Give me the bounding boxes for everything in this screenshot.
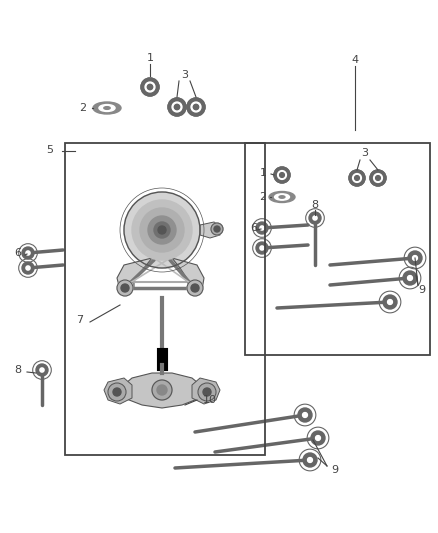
Text: 1: 1 — [146, 53, 153, 63]
Circle shape — [349, 170, 365, 186]
Circle shape — [191, 284, 199, 292]
Ellipse shape — [99, 104, 115, 111]
Bar — [65, 143, 265, 455]
Text: 1: 1 — [259, 168, 266, 178]
Circle shape — [256, 242, 268, 254]
Ellipse shape — [93, 102, 121, 114]
Circle shape — [353, 174, 361, 182]
Circle shape — [407, 276, 413, 280]
Text: 5: 5 — [46, 145, 53, 155]
Circle shape — [187, 98, 205, 116]
Ellipse shape — [275, 194, 290, 200]
Circle shape — [311, 431, 325, 445]
Circle shape — [260, 246, 264, 250]
Text: 9: 9 — [332, 465, 339, 475]
Circle shape — [168, 98, 186, 116]
Circle shape — [355, 175, 360, 180]
Polygon shape — [104, 378, 132, 404]
Circle shape — [408, 251, 422, 265]
Circle shape — [26, 266, 30, 270]
Circle shape — [211, 223, 223, 235]
Circle shape — [22, 247, 34, 259]
Circle shape — [140, 208, 184, 252]
Ellipse shape — [279, 196, 285, 198]
Text: 2: 2 — [259, 192, 267, 202]
Circle shape — [214, 226, 220, 232]
Polygon shape — [120, 373, 204, 408]
Circle shape — [374, 174, 382, 182]
Circle shape — [148, 216, 176, 244]
Polygon shape — [200, 222, 222, 238]
Text: 8: 8 — [311, 200, 318, 210]
Circle shape — [40, 368, 44, 372]
Circle shape — [141, 78, 159, 96]
Circle shape — [370, 170, 386, 186]
Circle shape — [256, 222, 268, 234]
Ellipse shape — [269, 191, 295, 203]
Text: 7: 7 — [77, 315, 84, 325]
Circle shape — [198, 383, 216, 401]
Circle shape — [388, 300, 392, 304]
Circle shape — [174, 104, 180, 110]
Circle shape — [147, 84, 153, 90]
Circle shape — [383, 295, 397, 309]
Circle shape — [193, 104, 199, 110]
Circle shape — [145, 82, 155, 92]
Polygon shape — [172, 258, 204, 292]
Ellipse shape — [104, 107, 110, 109]
Text: 2: 2 — [79, 103, 87, 113]
Circle shape — [413, 255, 417, 261]
Circle shape — [307, 457, 312, 463]
Circle shape — [154, 222, 170, 238]
Circle shape — [187, 280, 203, 296]
Circle shape — [22, 262, 34, 274]
Circle shape — [117, 280, 133, 296]
Text: 4: 4 — [351, 55, 359, 65]
Bar — [245, 143, 430, 355]
Circle shape — [108, 383, 126, 401]
Text: 6: 6 — [14, 248, 21, 258]
Circle shape — [376, 175, 380, 180]
Text: 3: 3 — [361, 148, 368, 158]
Text: 9: 9 — [418, 285, 426, 295]
Circle shape — [172, 102, 182, 112]
Polygon shape — [192, 378, 220, 404]
Circle shape — [274, 167, 290, 183]
Circle shape — [203, 388, 211, 396]
Circle shape — [279, 173, 284, 177]
Circle shape — [303, 413, 307, 417]
Circle shape — [158, 226, 166, 234]
Circle shape — [309, 212, 321, 224]
Text: 10: 10 — [203, 395, 217, 405]
Circle shape — [152, 380, 172, 400]
Circle shape — [124, 192, 200, 268]
Circle shape — [298, 408, 312, 422]
Text: 6: 6 — [251, 223, 258, 233]
Circle shape — [113, 388, 121, 396]
Circle shape — [260, 226, 264, 230]
Circle shape — [132, 200, 192, 260]
Text: 3: 3 — [181, 70, 188, 80]
Circle shape — [403, 271, 417, 285]
Circle shape — [121, 284, 129, 292]
Circle shape — [36, 364, 48, 376]
Circle shape — [157, 385, 167, 395]
Circle shape — [26, 251, 30, 255]
Circle shape — [191, 102, 201, 112]
Circle shape — [303, 453, 317, 467]
Text: 8: 8 — [14, 365, 21, 375]
Polygon shape — [117, 258, 152, 292]
Circle shape — [313, 216, 317, 220]
Circle shape — [315, 435, 321, 440]
Circle shape — [278, 171, 286, 180]
